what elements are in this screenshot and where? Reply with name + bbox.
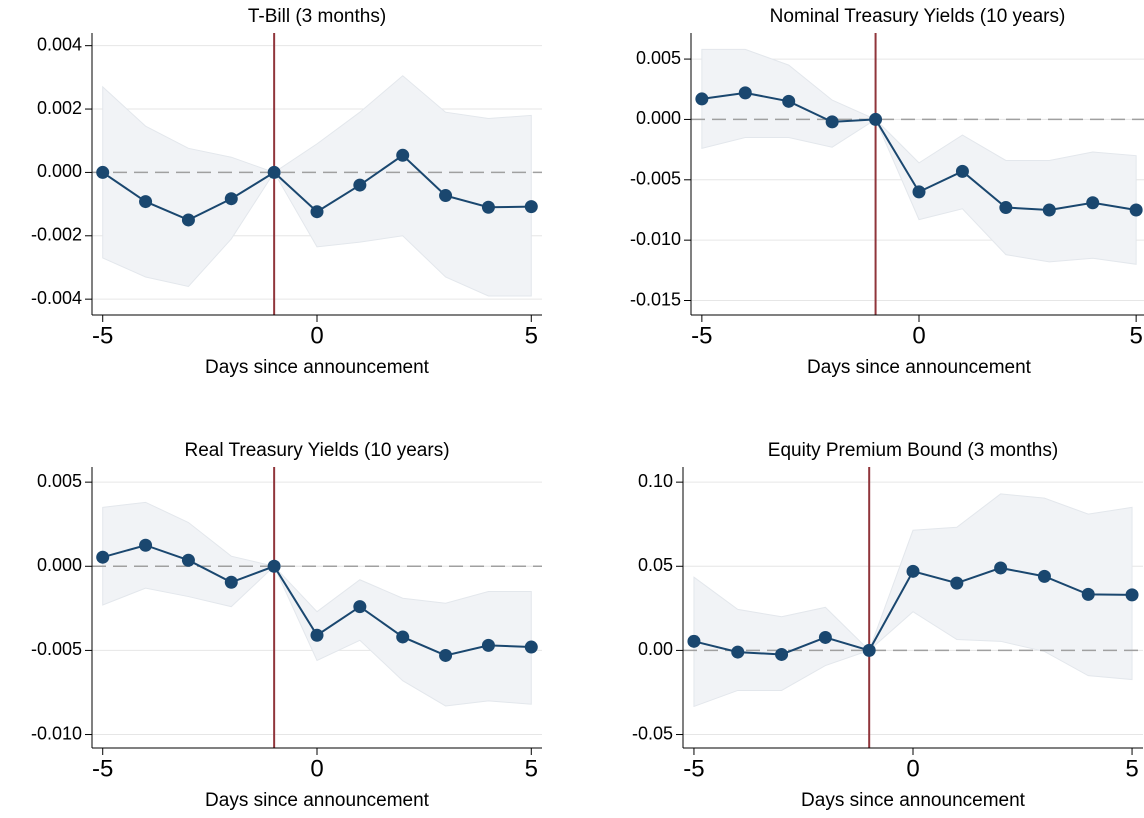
x-tick-label: 5: [525, 755, 538, 782]
y-tick-label: 0.10: [638, 471, 673, 491]
panel-title: T-Bill (3 months): [248, 6, 386, 27]
data-point: [1081, 587, 1095, 601]
data-point: [524, 640, 538, 654]
data-point: [267, 165, 281, 179]
data-point: [738, 86, 752, 100]
confidence-band: [102, 75, 532, 297]
y-tick-label: 0.004: [37, 34, 82, 54]
data-point: [869, 112, 883, 126]
data-point: [96, 550, 110, 564]
y-tick-label: -0.002: [31, 225, 82, 245]
panel: Real Treasury Yields (10 years) -0.010 -0.…: [31, 440, 542, 811]
x-tick-label: 0: [310, 755, 323, 782]
x-axis-label: Days since announcement: [807, 357, 1032, 378]
data-point: [139, 195, 153, 209]
data-point: [731, 645, 745, 659]
y-tick-label: 0.00: [638, 639, 673, 659]
data-point: [96, 165, 110, 179]
x-tick-label: 5: [1129, 322, 1142, 349]
y-tick-label: 0.000: [636, 108, 681, 128]
panel: Equity Premium Bound (3 months) -0.05 0.00…: [632, 440, 1143, 811]
data-point: [994, 561, 1008, 575]
x-tick-label: 5: [525, 322, 538, 349]
confidence-band: [693, 493, 1133, 708]
data-point: [1086, 196, 1100, 210]
data-point: [353, 178, 367, 192]
y-tick-label: -0.004: [31, 288, 82, 308]
y-tick-label: -0.05: [632, 723, 673, 743]
y-tick-label: -0.015: [630, 289, 681, 309]
y-tick-label: 0.05: [638, 555, 673, 575]
x-axis-label: Days since announcement: [205, 790, 430, 811]
panel-title: Real Treasury Yields (10 years): [184, 440, 449, 461]
data-point: [310, 628, 324, 642]
y-tick-label: -0.010: [630, 229, 681, 249]
confidence-band: [701, 48, 1137, 265]
y-tick-label: -0.005: [630, 169, 681, 189]
data-point: [906, 564, 920, 578]
data-point: [439, 189, 453, 203]
confidence-band: [102, 501, 532, 707]
data-point: [224, 192, 238, 206]
data-point: [955, 164, 969, 178]
data-point: [181, 553, 195, 567]
data-point: [481, 200, 495, 214]
data-point: [950, 576, 964, 590]
data-point: [687, 634, 701, 648]
y-tick-label: -0.010: [31, 723, 82, 743]
data-point: [439, 648, 453, 662]
x-tick-label: -5: [683, 755, 704, 782]
data-point: [524, 200, 538, 214]
data-point: [353, 600, 367, 614]
panel-title: Equity Premium Bound (3 months): [768, 440, 1058, 461]
x-tick-label: 0: [912, 322, 925, 349]
data-point: [1037, 569, 1051, 583]
x-axis-label: Days since announcement: [801, 790, 1026, 811]
x-tick-label: -5: [691, 322, 712, 349]
panel: Nominal Treasury Yields (10 years) -0.015…: [630, 6, 1144, 378]
y-tick-label: -0.005: [31, 639, 82, 659]
x-tick-label: 5: [1125, 755, 1138, 782]
y-tick-label: 0.000: [37, 161, 82, 181]
data-point: [396, 148, 410, 162]
x-tick-label: -5: [92, 755, 113, 782]
data-point: [224, 575, 238, 589]
y-tick-label: 0.005: [636, 48, 681, 68]
data-point: [818, 630, 832, 644]
data-point: [481, 638, 495, 652]
x-axis-label: Days since announcement: [205, 357, 430, 378]
data-point: [825, 115, 839, 129]
data-point: [139, 538, 153, 552]
x-tick-label: 0: [906, 755, 919, 782]
y-tick-label: 0.005: [37, 471, 82, 491]
y-tick-label: 0.002: [37, 98, 82, 118]
data-point: [862, 643, 876, 657]
data-point: [1129, 203, 1143, 217]
data-point: [1042, 203, 1056, 217]
panel: T-Bill (3 months) -0.004 -0.002 0.000 0.002 0…: [31, 6, 542, 378]
data-point: [782, 94, 796, 108]
x-tick-label: -5: [92, 322, 113, 349]
y-tick-label: 0.000: [37, 555, 82, 575]
data-point: [181, 213, 195, 227]
data-point: [695, 92, 709, 106]
panel-title: Nominal Treasury Yields (10 years): [770, 6, 1066, 27]
data-point: [396, 630, 410, 644]
data-point: [267, 559, 281, 573]
data-point: [310, 205, 324, 219]
x-tick-label: 0: [310, 322, 323, 349]
data-point: [999, 201, 1013, 215]
data-point: [1125, 588, 1139, 602]
data-point: [775, 647, 789, 661]
data-point: [912, 185, 926, 199]
